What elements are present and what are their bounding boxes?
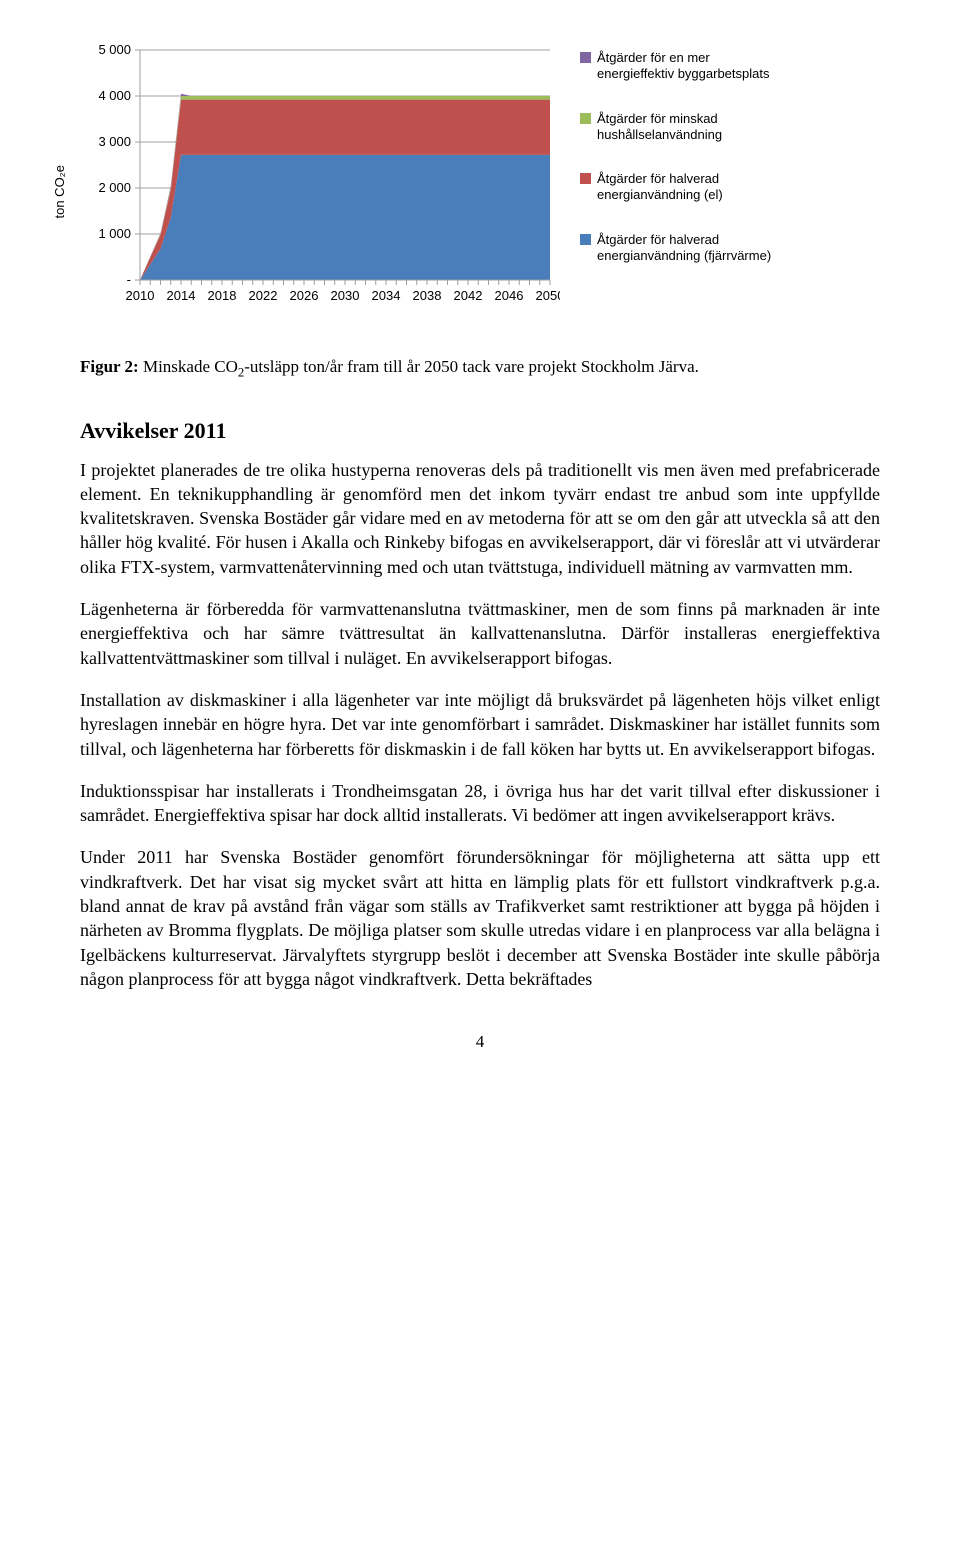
- legend-swatch: [580, 234, 591, 245]
- legend-label: Åtgärder för en mer energieffektiv bygga…: [597, 50, 777, 83]
- legend-item: Åtgärder för halverad energianvändning (…: [580, 232, 777, 265]
- body-paragraph: Lägenheterna är förberedda för varmvatte…: [80, 597, 880, 670]
- svg-text:2010: 2010: [126, 288, 155, 303]
- svg-text:2014: 2014: [167, 288, 196, 303]
- body-text: I projektet planerades de tre olika hust…: [80, 458, 880, 992]
- body-paragraph: Induktionsspisar har installerats i Tron…: [80, 779, 880, 828]
- caption-text-2: -utsläpp ton/år fram till år 2050 tack v…: [244, 357, 699, 376]
- svg-text:2034: 2034: [372, 288, 401, 303]
- page-number: 4: [80, 1031, 880, 1054]
- figure-caption: Figur 2: Minskade CO2-utsläpp ton/år fra…: [80, 356, 880, 382]
- svg-text:2042: 2042: [454, 288, 483, 303]
- co2-chart-block: - 1 000 2 000 3 000 4 000 5 000 2010 2014 2018 20…: [80, 40, 880, 326]
- svg-text:5 000: 5 000: [98, 42, 131, 57]
- legend-label: Åtgärder för minskad hushållselanvändnin…: [597, 111, 777, 144]
- legend-item: Åtgärder för en mer energieffektiv bygga…: [580, 50, 777, 83]
- caption-label: Figur 2:: [80, 357, 143, 376]
- legend-label: Åtgärder för halverad energianvändning (…: [597, 171, 777, 204]
- svg-text:2022: 2022: [249, 288, 278, 303]
- y-axis-title: ton CO₂e: [51, 165, 69, 218]
- svg-text:2026: 2026: [290, 288, 319, 303]
- area-chart-svg: - 1 000 2 000 3 000 4 000 5 000 2010 2014 2018 20…: [80, 40, 560, 320]
- svg-text:1 000: 1 000: [98, 226, 131, 241]
- legend-item: Åtgärder för halverad energianvändning (…: [580, 171, 777, 204]
- chart-legend: Åtgärder för en mer energieffektiv bygga…: [580, 40, 777, 326]
- chart-plot: - 1 000 2 000 3 000 4 000 5 000 2010 2014 2018 20…: [80, 40, 560, 326]
- svg-text:2046: 2046: [495, 288, 524, 303]
- svg-text:2 000: 2 000: [98, 180, 131, 195]
- svg-text:2050: 2050: [536, 288, 560, 303]
- legend-swatch: [580, 173, 591, 184]
- svg-text:2018: 2018: [208, 288, 237, 303]
- svg-text:2030: 2030: [331, 288, 360, 303]
- legend-label: Åtgärder för halverad energianvändning (…: [597, 232, 777, 265]
- svg-text:3 000: 3 000: [98, 134, 131, 149]
- section-heading: Avvikelser 2011: [80, 416, 880, 446]
- body-paragraph: Installation av diskmaskiner i alla läge…: [80, 688, 880, 761]
- legend-swatch: [580, 113, 591, 124]
- svg-text:4 000: 4 000: [98, 88, 131, 103]
- svg-text:-: -: [127, 272, 131, 287]
- legend-item: Åtgärder för minskad hushållselanvändnin…: [580, 111, 777, 144]
- svg-text:2038: 2038: [413, 288, 442, 303]
- body-paragraph: I projektet planerades de tre olika hust…: [80, 458, 880, 579]
- caption-text-1: Minskade CO: [143, 357, 238, 376]
- body-paragraph: Under 2011 har Svenska Bostäder genomför…: [80, 845, 880, 991]
- legend-swatch: [580, 52, 591, 63]
